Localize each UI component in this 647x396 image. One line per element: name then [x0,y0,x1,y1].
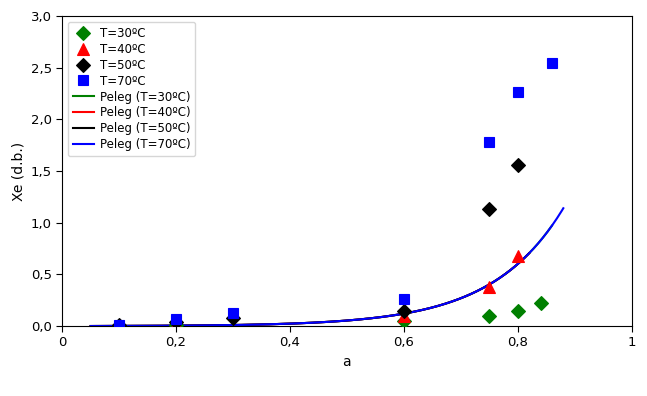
Peleg (T=30ºC) [360,317,367,322]
Peleg (T=70ºC) [485,282,493,287]
T=40ºC [514,253,521,258]
Line: Peleg (T=40ºC): Peleg (T=40ºC) [91,253,529,326]
Peleg (T=50ºC) [484,283,492,287]
T=70ºC [229,310,237,315]
Peleg (T=30ºC) [369,316,377,320]
T=40ºC [172,322,180,326]
T=40ºC [400,313,408,318]
Peleg (T=50ºC) [88,324,96,328]
Line: Peleg (T=50ºC): Peleg (T=50ºC) [91,253,529,326]
Peleg (T=30ºC) [505,269,512,274]
T=50ºC [485,207,493,212]
Peleg (T=50ºC) [346,318,354,323]
Peleg (T=40ºC) [525,251,533,255]
Peleg (T=40ºC) [87,324,94,328]
T=70ºC [115,323,123,327]
Peleg (T=70ºC) [560,206,567,211]
T=30ºC [514,308,521,313]
Peleg (T=40ºC) [348,318,356,322]
Peleg (T=40ºC) [88,324,96,328]
Peleg (T=70ºC) [367,316,375,321]
Line: T=40ºC: T=40ºC [171,250,523,329]
Line: Peleg (T=30ºC): Peleg (T=30ºC) [91,226,552,326]
Peleg (T=30ºC) [87,324,94,328]
Peleg (T=30ºC) [548,223,556,228]
T=30ºC [536,301,544,306]
Peleg (T=50ºC) [355,317,363,322]
Peleg (T=70ºC) [87,324,94,328]
T=50ºC [172,320,180,324]
T=50ºC [115,323,123,327]
Legend: T=30ºC, T=40ºC, T=50ºC, T=70ºC, Peleg (T=30ºC), Peleg (T=40ºC), Peleg (T=50ºC), : T=30ºC, T=40ºC, T=50ºC, T=70ºC, Peleg (T… [68,22,195,156]
T=70ºC [485,140,493,145]
Peleg (T=70ºC) [515,261,523,265]
Peleg (T=30ºC) [476,287,483,292]
Line: Peleg (T=70ºC): Peleg (T=70ºC) [91,208,564,326]
Line: T=30ºC: T=30ºC [171,299,545,329]
X-axis label: a: a [343,355,351,369]
Peleg (T=50ºC) [348,318,356,322]
Line: T=70ºC: T=70ºC [115,58,557,330]
Peleg (T=50ºC) [87,324,94,328]
Peleg (T=50ºC) [525,251,533,255]
Peleg (T=40ºC) [456,296,464,301]
T=70ºC [548,60,556,65]
T=40ºC [485,284,493,289]
Peleg (T=40ºC) [484,283,492,287]
Line: T=50ºC: T=50ºC [115,160,523,330]
T=70ºC [172,316,180,321]
Peleg (T=30ºC) [89,324,96,328]
Peleg (T=30ºC) [362,316,369,321]
T=70ºC [400,297,408,302]
Peleg (T=70ºC) [376,315,384,320]
Peleg (T=40ºC) [355,317,363,322]
Peleg (T=40ºC) [346,318,354,323]
Peleg (T=70ºC) [89,324,96,328]
T=30ºC [172,322,180,327]
T=30ºC [485,313,493,318]
T=70ºC [514,89,521,94]
T=50ºC [514,162,521,167]
T=50ºC [400,308,408,313]
T=30ºC [400,318,408,323]
Y-axis label: Xe (d.b.): Xe (d.b.) [11,141,25,201]
T=50ºC [229,316,237,320]
Peleg (T=50ºC) [456,296,464,301]
Peleg (T=70ºC) [368,316,376,320]
